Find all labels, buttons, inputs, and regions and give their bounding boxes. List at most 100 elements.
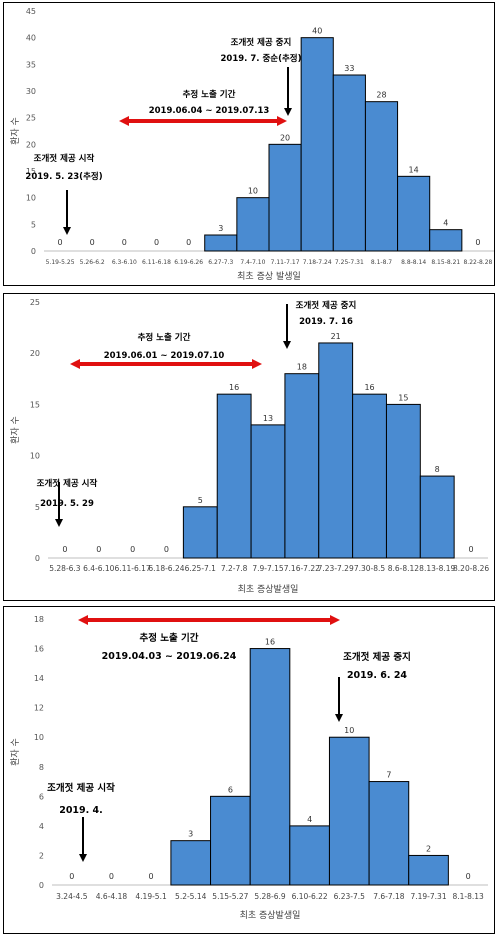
y-tick-label: 14 <box>34 674 44 683</box>
annotation-stop-line: 2019. 7. 16 <box>299 317 353 327</box>
x-tick-label: 8.1-8.13 <box>453 892 485 901</box>
start-arrow-head <box>63 227 71 235</box>
bar <box>364 101 399 252</box>
x-tick-label: 6.4-6.10 <box>83 564 115 573</box>
x-tick-label: 6.10-6.22 <box>292 892 328 901</box>
x-tick-label: 7.4-7.10 <box>240 259 265 266</box>
y-tick-label: 35 <box>26 60 36 69</box>
x-tick-label: 6.25-7.1 <box>185 564 217 573</box>
exposure-arrow-left-head <box>119 116 129 126</box>
x-tick-label: 6.3-6.10 <box>112 259 137 266</box>
y-tick-label: 15 <box>26 167 36 176</box>
y-tick-label: 10 <box>34 733 44 742</box>
data-label: 10 <box>248 187 258 196</box>
bar <box>204 234 238 252</box>
y-tick-label: 16 <box>34 645 44 654</box>
y-axis-label: 환자 수 <box>9 117 21 145</box>
data-label: 3 <box>218 224 223 233</box>
bar <box>352 393 387 559</box>
x-tick-label: 4.6-4.18 <box>96 892 128 901</box>
x-tick-label: 6.18-6.24 <box>148 564 184 573</box>
annotation-stop-line: 조개젓 제공 중지 <box>296 300 357 311</box>
y-tick-label: 10 <box>26 194 36 203</box>
annotation-exposure-line: 2019.04.03 ~ 2019.06.24 <box>102 651 237 662</box>
y-tick-label: 15 <box>30 400 40 409</box>
stop-arrow-head <box>283 341 291 349</box>
y-tick-label: 18 <box>34 615 44 624</box>
data-label: 7 <box>386 771 391 780</box>
bar <box>328 736 370 886</box>
epi-curve-chart-3: 0 2 4 6 8 10 12 14 16 18 환자 수 0 3.24-4.5 0 4.6-4.18 0 4.… <box>9 615 488 921</box>
bar <box>268 143 302 252</box>
bar <box>408 854 449 886</box>
data-label: 4 <box>307 815 312 824</box>
annotation-start-line: 조개젓 제공 시작 <box>37 478 98 489</box>
x-axis-label: 최초 증상 발생일 <box>237 271 301 282</box>
bar <box>318 342 354 559</box>
bar <box>170 840 212 886</box>
x-tick-label: 5.15-5.27 <box>212 892 248 901</box>
y-tick-label: 25 <box>26 114 36 123</box>
data-label: 8 <box>435 465 440 474</box>
bar <box>332 74 366 252</box>
y-tick-label: 30 <box>26 87 36 96</box>
y-tick-label: 0 <box>31 247 36 256</box>
data-label: 16 <box>229 383 239 392</box>
x-tick-label: 5.26-6.2 <box>80 259 105 266</box>
data-label: 18 <box>297 363 307 372</box>
epi-curve-panel-2: 0 5 10 15 20 25 환자 수 0 5.28-6.3 0 6.4-6.10 0 6.11-6.… <box>3 293 495 601</box>
data-label: 16 <box>265 638 275 647</box>
data-label: 3 <box>188 830 193 839</box>
x-tick-label: 7.11-7.17 <box>271 259 300 266</box>
x-tick-label: 7.2-7.8 <box>221 564 248 573</box>
data-label: 0 <box>69 872 74 881</box>
data-label: 0 <box>96 545 101 554</box>
data-label: 0 <box>164 545 169 554</box>
data-label: 33 <box>344 64 354 73</box>
bar <box>182 506 218 559</box>
x-tick-label: 7.23-7.29 <box>318 564 354 573</box>
data-label: 10 <box>344 726 354 735</box>
epi-curve-panel-3: 0 2 4 6 8 10 12 14 16 18 환자 수 0 3.24-4.5 0 4.6-4.18 0 4.… <box>3 606 495 934</box>
x-tick-label: 7.19-7.31 <box>410 892 446 901</box>
bar <box>210 795 251 886</box>
annotation-start-line: 조개젓 제공 시작 <box>34 153 95 164</box>
bar <box>284 373 320 559</box>
epi-curve-panel-1: 0 5 10 15 20 25 30 35 40 45 환자 수 0 5.19-5.25 0 5.26-6.… <box>3 2 495 286</box>
data-label: 0 <box>109 872 114 881</box>
data-label: 0 <box>475 238 480 247</box>
data-label: 0 <box>186 238 191 247</box>
data-label: 0 <box>90 238 95 247</box>
data-label: 20 <box>280 133 290 142</box>
y-tick-label: 12 <box>34 704 44 713</box>
epi-curve-chart-2: 0 5 10 15 20 25 환자 수 0 5.28-6.3 0 6.4-6.10 0 6.11-6.… <box>9 298 489 595</box>
x-tick-label: 8.20-8.26 <box>453 564 489 573</box>
exposure-arrow-left-head <box>78 615 88 625</box>
stop-arrow-head <box>335 714 343 722</box>
data-label: 0 <box>469 545 474 554</box>
data-label: 0 <box>130 545 135 554</box>
y-tick-label: 5 <box>31 220 36 229</box>
x-tick-label: 6.27-7.3 <box>208 259 233 266</box>
annotation-start-line: 조개젓 제공 시작 <box>47 782 115 794</box>
annotation-exposure-line: 추정 노출 기간 <box>183 89 236 100</box>
data-label: 40 <box>312 27 322 36</box>
y-tick-label: 20 <box>30 349 40 358</box>
data-label: 0 <box>154 238 159 247</box>
data-label: 0 <box>62 545 67 554</box>
x-tick-label: 3.24-4.5 <box>56 892 88 901</box>
data-label: 16 <box>364 383 374 392</box>
x-tick-label: 7.25-7.31 <box>335 259 364 266</box>
annotation-stop-line: 조개젓 제공 중지 <box>343 651 411 663</box>
x-tick-label: 8.13-8.19 <box>419 564 455 573</box>
bar <box>368 781 410 886</box>
y-tick-label: 40 <box>26 34 36 43</box>
x-tick-label: 7.18-7.24 <box>303 259 332 266</box>
bar <box>249 648 291 886</box>
y-tick-label: 10 <box>30 452 40 461</box>
x-tick-label: 8.6-8.12 <box>388 564 420 573</box>
x-tick-label: 7.16-7.22 <box>284 564 320 573</box>
x-tick-label: 5.2-5.14 <box>175 892 207 901</box>
exposure-arrow-right-head <box>252 359 262 369</box>
